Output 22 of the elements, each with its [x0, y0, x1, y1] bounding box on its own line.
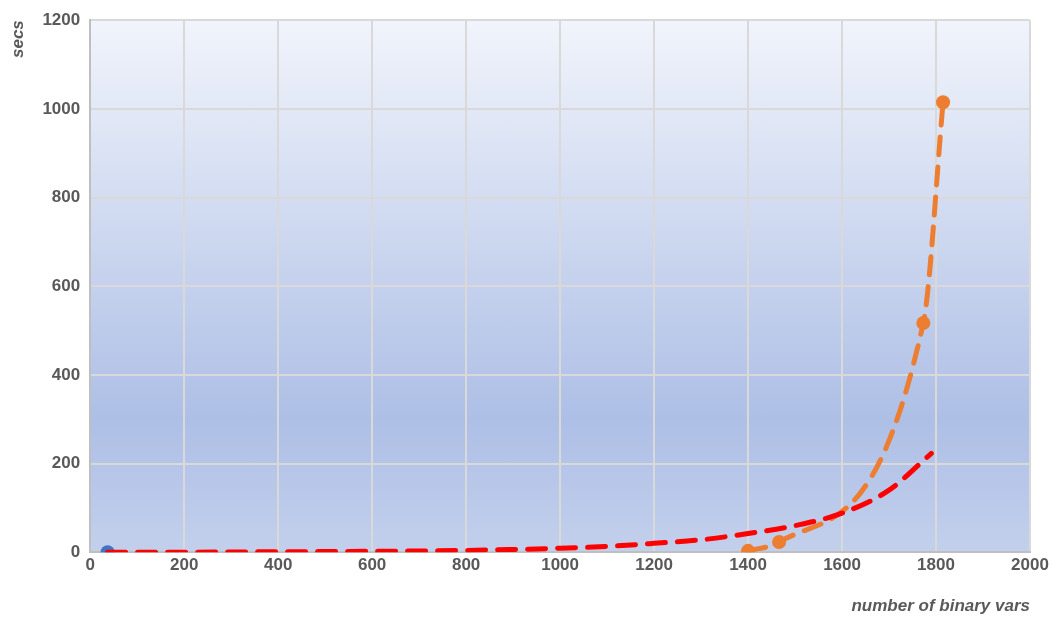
y-tick-label: 800 — [51, 187, 81, 207]
y-tick-label: 1200 — [42, 9, 81, 29]
x-tick-label: 200 — [170, 555, 199, 575]
y-tick-label: 1000 — [42, 98, 81, 118]
x-tick-label: 400 — [263, 555, 293, 575]
x-tick-label: 1000 — [541, 555, 580, 575]
point — [936, 95, 951, 110]
x-tick-label: 1800 — [917, 555, 955, 575]
x-tick-label: 1200 — [635, 555, 673, 575]
x-axis-title: number of binary vars — [851, 596, 1030, 616]
x-tick-label: 600 — [357, 555, 387, 575]
point — [916, 316, 931, 330]
y-tick-label: 200 — [51, 453, 81, 473]
y-tick-label: 600 — [51, 275, 81, 295]
x-tick-label: 1600 — [823, 555, 861, 575]
x-tick-label: 1400 — [729, 555, 767, 575]
y-tick-label: 400 — [51, 364, 81, 384]
y-tick-label: 0 — [70, 541, 81, 561]
x-tick-label: 0 — [85, 555, 95, 575]
y-axis-title: secs — [7, 20, 27, 59]
x-tick-label: 2000 — [1011, 555, 1049, 575]
x-tick-label: 800 — [451, 555, 481, 575]
